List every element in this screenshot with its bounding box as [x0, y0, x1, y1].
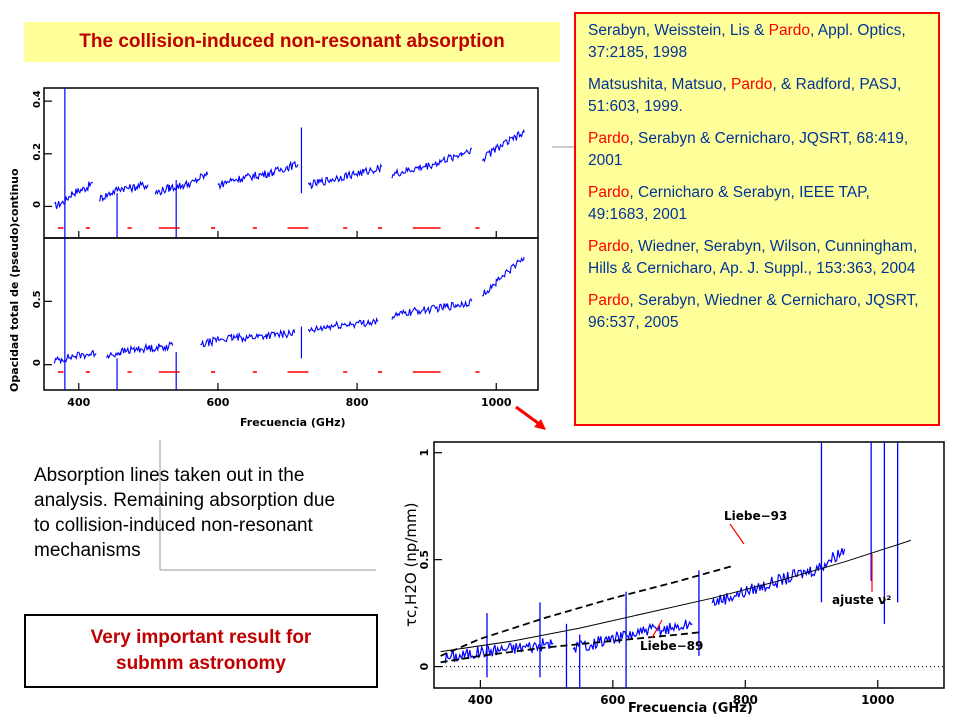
bottom-panel-traces	[53, 238, 525, 390]
bottom-panel: 0 0.5 400 600 800 1000	[32, 237, 539, 409]
xtick-label: 1000	[481, 396, 512, 409]
author-highlight: Pardo	[588, 130, 630, 147]
xtick-label: 400	[468, 693, 493, 707]
xtick-label: 600	[206, 396, 229, 409]
right-panel-ticks: 0 0.5 1 400 600 800 1000	[418, 449, 944, 707]
ytick-label: 0.5	[418, 550, 431, 570]
result-line-1: Very important result for	[90, 627, 312, 648]
reference-text: , Serabyn & Cernicharo, JQSRT, 68:419, 2…	[588, 130, 909, 169]
reference-text: , Wiedner, Serabyn, Wilson, Cunningham, …	[588, 238, 918, 277]
annotation-liebe93: Liebe−93	[724, 509, 787, 523]
trace-segment	[154, 171, 209, 196]
trace-segment	[54, 181, 93, 209]
ytick-label: 1	[418, 449, 431, 457]
ytick-label: 0.5	[32, 290, 43, 308]
reference-item: Matsushita, Matsuo, Pardo, & Radford, PA…	[588, 74, 928, 118]
annotation-liebe89-arrow	[651, 619, 663, 639]
left-figure: 0 0.2 0.4 0 0.5 400 600 800 1000 Opacidad total…	[8, 87, 539, 429]
trace-segment	[481, 256, 525, 297]
reference-text: , & Radford, PASJ, 51:603, 1999.	[588, 76, 902, 115]
reference-text: , Serabyn, Wiedner & Cernicharo, JQSRT, …	[588, 292, 919, 331]
absorption-description: Absorption lines taken out in the analys…	[34, 465, 336, 561]
xtick-label: 600	[600, 693, 625, 707]
author-highlight: Pardo	[768, 22, 811, 39]
right-panel-traces	[443, 442, 899, 688]
annotation-fit: ajuste ν²	[832, 593, 891, 607]
model-fit	[440, 539, 912, 653]
trace-segment	[391, 298, 473, 320]
xtick-label: 400	[67, 396, 90, 409]
trace-segment	[572, 619, 693, 653]
reference-item: Pardo, Serabyn, Wiedner & Cernicharo, JQ…	[588, 290, 928, 334]
trace-segment	[307, 317, 379, 334]
reference-item: Pardo, Wiedner, Serabyn, Wilson, Cunning…	[588, 236, 928, 280]
ytick-label: 0	[32, 359, 43, 366]
right-ylabel: τc,H2O (np/mm)	[402, 503, 420, 627]
result-box: Very important result for submm astronom…	[24, 614, 378, 688]
left-ylabel: Opacidad total de (pseudo)continuo	[8, 168, 21, 392]
trace-segment	[217, 160, 299, 191]
bottom-panel-ticks: 0 0.5 400 600 800 1000	[32, 290, 512, 409]
author-highlight: Pardo	[588, 238, 630, 255]
result-line-2: submm astronomy	[116, 653, 286, 674]
annotation-liebe89: Liebe−89	[640, 639, 703, 653]
top-panel: 0 0.2 0.4	[32, 87, 539, 239]
xtick-label: 800	[733, 693, 758, 707]
top-panel-ticks: 0 0.2 0.4	[32, 90, 497, 238]
author-highlight: Pardo	[588, 184, 630, 201]
reference-text: Matsushita, Matsuo,	[588, 76, 732, 93]
right-xlabel: Frecuencia (GHz)	[628, 701, 753, 716]
reference-list: Serabyn, Weisstein, Lis & Pardo, Appl. O…	[574, 12, 940, 426]
author-highlight: Pardo	[731, 76, 773, 93]
reference-item: Pardo, Serabyn & Cernicharo, JQSRT, 68:4…	[588, 128, 928, 172]
annotation-liebe93-arrow	[729, 523, 745, 545]
trace-segment	[443, 638, 554, 664]
reference-item: Serabyn, Weisstein, Lis & Pardo, Appl. O…	[588, 20, 928, 64]
top-panel-traces	[54, 88, 525, 238]
bottom-panel-frame	[43, 237, 539, 391]
trace-segment	[99, 180, 149, 202]
trace-segment	[53, 349, 97, 365]
ytick-label: 0.2	[32, 143, 43, 161]
trace-segment	[481, 128, 525, 163]
left-xlabel: Frecuencia (GHz)	[240, 416, 346, 429]
model-liebe89	[440, 631, 699, 664]
page-title: The collision-induced non-resonant absor…	[79, 31, 505, 52]
title-banner: The collision-induced non-resonant absor…	[24, 22, 560, 62]
xtick-label: 800	[346, 396, 369, 409]
right-panel-models	[440, 539, 912, 664]
trace-segment	[200, 328, 296, 348]
reference-text: Serabyn, Weisstein, Lis &	[588, 22, 769, 39]
trace-segment	[307, 163, 383, 190]
trace-segment	[711, 547, 846, 607]
ytick-label: 0.4	[32, 90, 43, 108]
trace-segment	[391, 147, 472, 179]
right-figure: 0 0.5 1 400 600 800 1000 τc,H2O (np/mm) Frecue…	[402, 441, 945, 716]
xtick-label: 1000	[861, 693, 894, 707]
author-highlight: Pardo	[588, 292, 630, 309]
trace-segment	[106, 341, 174, 360]
ytick-label: 0	[32, 201, 43, 208]
reference-text: , Appl. Optics, 37:2185, 1998	[588, 22, 906, 61]
ytick-label: 0	[418, 662, 431, 670]
reference-text: , Cernicharo & Serabyn, IEEE TAP, 49:168…	[588, 184, 870, 223]
reference-item: Pardo, Cernicharo & Serabyn, IEEE TAP, 4…	[588, 182, 928, 226]
right-panel-frame	[433, 441, 945, 689]
model-liebe93	[440, 565, 733, 657]
arrow-icon	[515, 405, 546, 430]
